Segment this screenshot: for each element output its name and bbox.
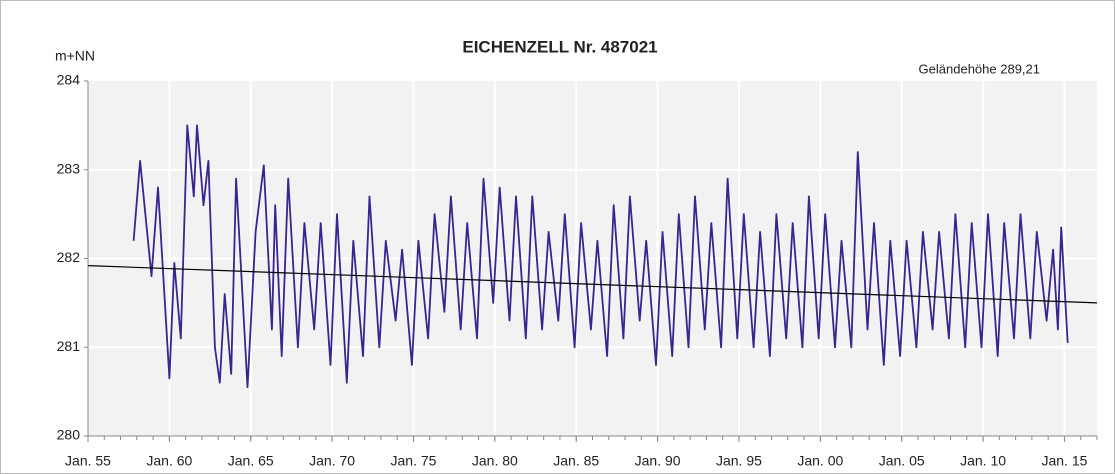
x-tick-label: Jan. 00 [797,453,843,469]
y-tick-label: 282 [57,249,81,265]
x-tick-label: Jan. 10 [960,453,1006,469]
y-tick-label: 283 [57,160,81,176]
y-tick-label: 280 [57,427,81,443]
x-tick-label: Jan. 95 [716,453,762,469]
annotation: Geländehöhe 289,21 [919,61,1040,76]
x-tick-label: Jan. 90 [635,453,681,469]
data-line [132,124,1069,389]
x-tick-label: Jan. 85 [553,453,599,469]
x-tick-label: Jan. 60 [146,453,192,469]
y-axis-label: m+NN [55,48,95,64]
y-tick-label: 284 [57,72,81,88]
trend-line [87,265,1098,304]
x-tick-label: Jan. 70 [309,453,355,469]
x-tick-label: Jan. 65 [228,453,274,469]
chart-title: EICHENZELL Nr. 487021 [462,37,657,56]
x-tick-label: Jan. 80 [472,453,518,469]
y-tick-label: 281 [57,338,81,354]
x-tick-label: Jan. 75 [391,453,437,469]
x-tick-label: Jan. 55 [65,453,111,469]
x-tick-label: Jan. 15 [1041,453,1087,469]
x-tick-label: Jan. 05 [879,453,925,469]
